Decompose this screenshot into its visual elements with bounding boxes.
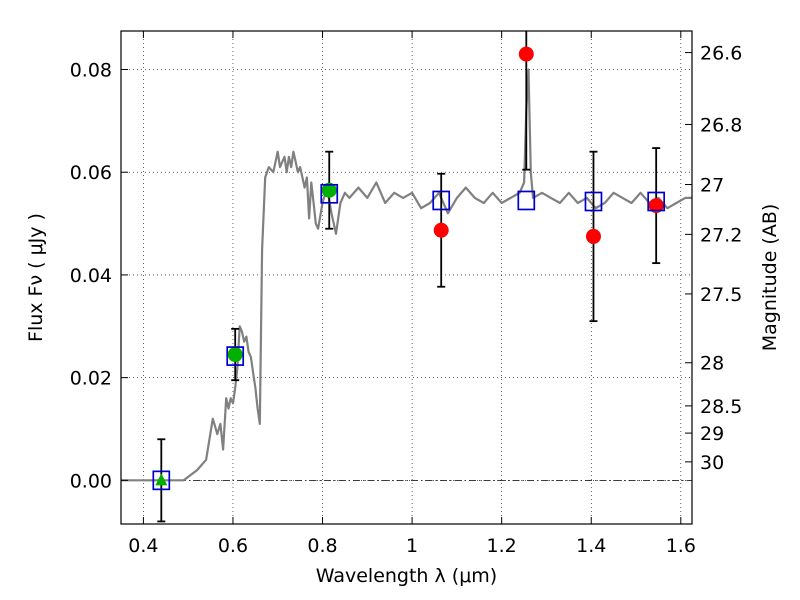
mag-tick-label: 29 bbox=[700, 423, 724, 445]
x-tick-label: 1 bbox=[406, 535, 418, 557]
y-tick-label: 0.06 bbox=[70, 162, 112, 184]
model-photometry-square bbox=[584, 191, 603, 212]
observed-point bbox=[321, 182, 337, 198]
axis-ticks: 0.4 0.6 0.8 1 1.2 1.4 1.6 0.00 0.02 0.04 0.06 0.08 2… bbox=[70, 31, 742, 557]
mag-tick-label: 27.2 bbox=[700, 224, 742, 246]
model-photometry-square bbox=[320, 183, 339, 204]
model-photometry-square bbox=[517, 190, 536, 211]
x-tick-label: 0.4 bbox=[128, 535, 158, 557]
y-axis-label: Flux Fν ( μJy ) bbox=[25, 213, 47, 342]
mag-tick-label: 27 bbox=[700, 175, 724, 197]
mag-tick-label: 26.8 bbox=[700, 114, 742, 136]
mag-tick-label: 27.5 bbox=[700, 284, 742, 306]
plot-frame bbox=[120, 30, 693, 525]
mag-tick-label: 26.6 bbox=[700, 43, 742, 65]
mag-tick-label: 30 bbox=[700, 452, 724, 474]
model-photometry-square bbox=[432, 190, 451, 211]
observed-point bbox=[585, 228, 601, 244]
observed-triangle bbox=[155, 473, 168, 486]
y-tick-label: 0.08 bbox=[70, 60, 112, 82]
observed-point bbox=[433, 222, 449, 238]
model-photometry-square bbox=[226, 346, 245, 366]
x-axis-label: Wavelength λ (μm) bbox=[316, 565, 497, 587]
x-tick-label: 1.4 bbox=[576, 535, 606, 557]
right-axis-label: Magnitude (AB) bbox=[759, 204, 781, 352]
y-tick-label: 0.02 bbox=[70, 368, 112, 390]
model-photometry-square bbox=[647, 191, 666, 212]
mag-tick-label: 28 bbox=[700, 353, 724, 375]
y-tick-label: 0.00 bbox=[70, 470, 112, 492]
observed-point bbox=[648, 198, 664, 214]
x-tick-label: 1.6 bbox=[666, 535, 696, 557]
y-tick-label: 0.04 bbox=[70, 265, 112, 287]
mag-tick-label: 28.5 bbox=[700, 396, 742, 418]
x-tick-label: 0.6 bbox=[218, 535, 248, 557]
model-photometry-square bbox=[152, 470, 171, 491]
x-tick-label: 1.2 bbox=[487, 535, 517, 557]
observed-point bbox=[227, 347, 243, 363]
model-sed-line bbox=[121, 68, 692, 482]
x-tick-label: 0.8 bbox=[307, 535, 337, 557]
plot-area bbox=[121, 31, 692, 523]
observed-point bbox=[518, 46, 534, 62]
